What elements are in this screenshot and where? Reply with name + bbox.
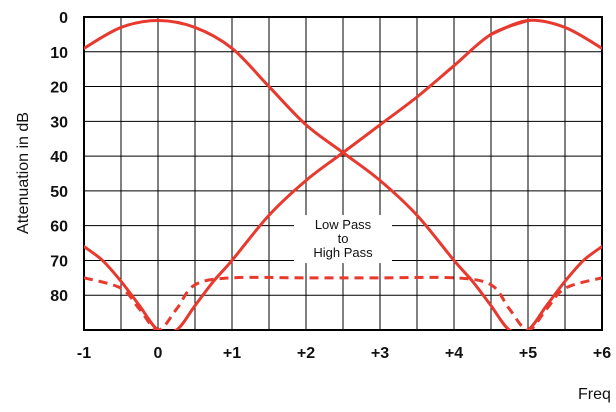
curve-solid-0: [84, 18, 530, 330]
y-tick-label: 70: [50, 253, 68, 270]
x-tick-label: 0: [154, 345, 163, 362]
y-tick-label: 50: [50, 184, 68, 201]
tick-layer: 0 10 20 30 40 50 60 70 80 -1 0 +1 +2 +3 +4 +5 +6: [50, 10, 611, 362]
x-tick-label: +5: [519, 345, 537, 362]
y-tick-label: 40: [50, 149, 68, 166]
x-tick-label: -1: [77, 345, 91, 362]
y-tick-label: 0: [59, 10, 68, 27]
annotation-group: Low Pass to High Pass: [294, 215, 392, 264]
curve-solid-2: [489, 18, 602, 50]
x-axis-label: Freq: [578, 386, 611, 403]
annotation-line-3: High Pass: [313, 245, 373, 260]
x-tick-label: +2: [297, 345, 315, 362]
curve-layer: [84, 18, 602, 330]
plot-frame: [83, 16, 603, 331]
x-tick-label: +6: [593, 345, 611, 362]
y-tick-label: 20: [50, 80, 68, 97]
y-tick-label: 30: [50, 114, 68, 131]
y-tick-label: 10: [50, 45, 68, 62]
x-tick-label: +3: [371, 345, 389, 362]
x-tick-label: +4: [445, 345, 463, 362]
y-tick-label: 80: [50, 288, 68, 305]
annotation-line-2: to: [338, 231, 349, 246]
y-tick-label: 60: [50, 219, 68, 236]
annotation-line-1: Low Pass: [315, 217, 372, 232]
y-axis-label: Attenuation in dB: [15, 112, 32, 234]
curve-solid-1: [84, 18, 602, 330]
curve-dashed-3: [84, 275, 602, 330]
annotation-background: [294, 215, 392, 264]
x-tick-label: +1: [223, 345, 241, 362]
grid-layer: [83, 16, 603, 331]
